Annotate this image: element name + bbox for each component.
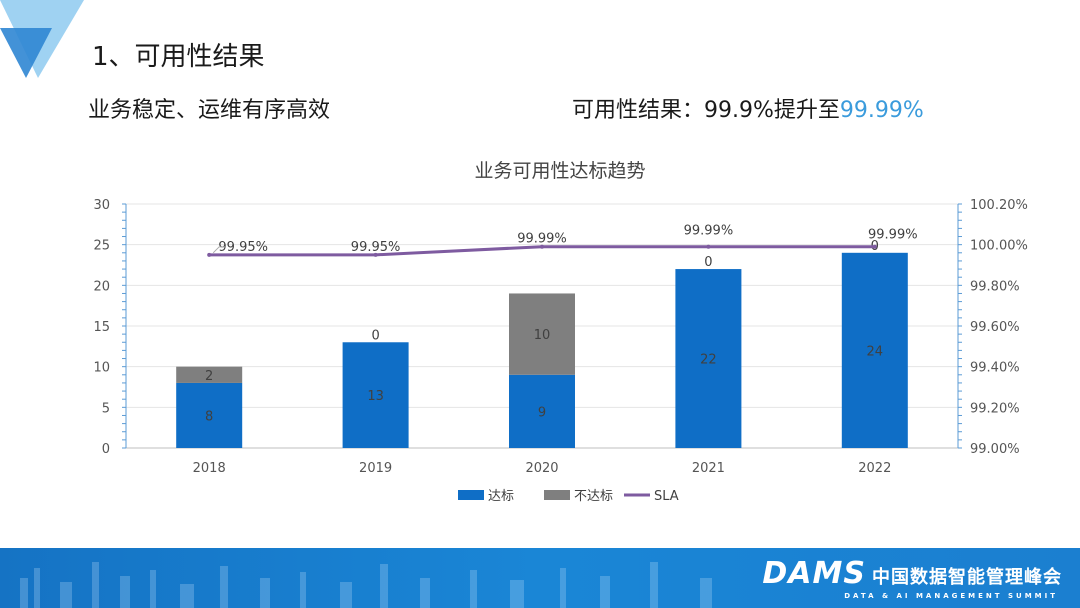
right-axis-tick-label: 99.80% bbox=[970, 279, 1020, 294]
x-tick-label: 2020 bbox=[525, 461, 558, 476]
bar-value-label: 0 bbox=[371, 328, 379, 343]
legend-swatch-achieved bbox=[458, 490, 484, 500]
left-axis-tick-label: 15 bbox=[93, 320, 110, 335]
sla-point-2020 bbox=[540, 244, 544, 249]
sla-value-label: 99.99% bbox=[868, 228, 918, 243]
city-skyline-icon bbox=[20, 562, 712, 608]
legend-label-not-achieved: 不达标 bbox=[574, 489, 613, 504]
legend-label-sla: SLA bbox=[654, 489, 679, 504]
sla-line-group: 99.95% 99.95% 99.99% 99.99% 99.99% bbox=[207, 224, 918, 257]
x-tick-label: 2021 bbox=[692, 461, 725, 476]
sla-value-label: 99.99% bbox=[517, 232, 567, 247]
left-axis-tick-label: 0 bbox=[102, 442, 110, 457]
brand-name: DAMS bbox=[762, 556, 866, 591]
subtitle-left: 业务稳定、运维有序高效 bbox=[88, 98, 331, 123]
x-tick-label: 2018 bbox=[193, 461, 226, 476]
bar-achieved-2021 bbox=[675, 269, 742, 448]
page-title: 1、可用性结果 bbox=[92, 42, 265, 72]
sla-point-2021 bbox=[706, 244, 711, 249]
sla-point-2019 bbox=[373, 252, 378, 257]
left-axis-tick-label: 5 bbox=[102, 401, 110, 416]
corner-logo-icon bbox=[0, 0, 84, 78]
bar-value-label: 9 bbox=[538, 405, 546, 420]
x-tick-label: 2022 bbox=[858, 461, 891, 476]
bar-achieved-2019 bbox=[342, 342, 409, 448]
bar-value-label: 22 bbox=[700, 353, 717, 368]
sla-label-leader bbox=[212, 246, 226, 254]
bar-not-achieved-2020 bbox=[509, 293, 575, 375]
right-axis-tick-label: 99.00% bbox=[970, 442, 1020, 457]
chart-legend: 达标 不达标 SLA bbox=[458, 489, 679, 504]
left-axis-tick-label: 10 bbox=[93, 361, 110, 376]
left-axis-tick-label: 20 bbox=[93, 279, 110, 294]
bar-value-label: 8 bbox=[205, 409, 213, 424]
brand-name-cn: 中国数据智能管理峰会 bbox=[872, 567, 1062, 588]
x-tick-label: 2019 bbox=[359, 461, 392, 476]
bar-value-label: 24 bbox=[867, 344, 884, 359]
chart-bars bbox=[176, 252, 908, 448]
legend-label-achieved: 达标 bbox=[488, 489, 514, 504]
bar-value-label: 0 bbox=[704, 255, 712, 270]
left-axis: 0 5 10 15 20 25 30 bbox=[93, 198, 127, 457]
right-axis-tick-label: 99.40% bbox=[970, 361, 1020, 376]
left-axis-tick-label: 30 bbox=[93, 198, 110, 213]
sla-point-2018 bbox=[207, 252, 212, 257]
subtitle-right-highlight: 99.99% bbox=[839, 98, 924, 123]
left-axis-tick-label: 25 bbox=[93, 239, 110, 254]
bar-achieved-2020 bbox=[509, 374, 575, 448]
x-axis-ticks: 2018 2019 2020 2021 2022 bbox=[193, 461, 892, 476]
sla-value-label: 99.95% bbox=[218, 240, 268, 255]
subtitle-right-prefix: 可用性结果：99.9%提升至 bbox=[572, 98, 840, 123]
right-axis-tick-label: 100.20% bbox=[970, 198, 1028, 213]
right-axis-tick-label: 99.60% bbox=[970, 320, 1020, 335]
bar-achieved-2018 bbox=[176, 382, 243, 448]
bar-value-label: 10 bbox=[534, 328, 551, 343]
chart-title: 业务可用性达标趋势 bbox=[474, 160, 645, 182]
bar-not-achieved-2018 bbox=[176, 366, 243, 383]
sla-value-label: 99.95% bbox=[351, 240, 401, 255]
bar-achieved-2022 bbox=[841, 252, 908, 448]
right-axis-tick-label: 99.20% bbox=[970, 401, 1020, 416]
sla-value-label: 99.99% bbox=[684, 224, 734, 239]
subtitle-right: 可用性结果：99.9%提升至99.99% bbox=[572, 92, 924, 124]
bar-value-label: 13 bbox=[367, 389, 384, 404]
bar-value-label: 2 bbox=[205, 369, 213, 384]
footer-banner: DAMS 中国数据智能管理峰会 DATA & AI MANAGEMENT SUM… bbox=[0, 548, 1080, 608]
footer-brand: DAMS 中国数据智能管理峰会 DATA & AI MANAGEMENT SUM… bbox=[762, 556, 1062, 600]
sla-point-2022 bbox=[872, 244, 877, 249]
right-axis-tick-label: 100.00% bbox=[970, 239, 1028, 254]
brand-name-en: DATA & AI MANAGEMENT SUMMIT bbox=[844, 592, 1058, 600]
legend-swatch-not-achieved bbox=[544, 490, 570, 500]
right-axis: 99.00% 99.20% 99.40% 99.60% 99.80% 100.00% 100… bbox=[957, 198, 1028, 457]
